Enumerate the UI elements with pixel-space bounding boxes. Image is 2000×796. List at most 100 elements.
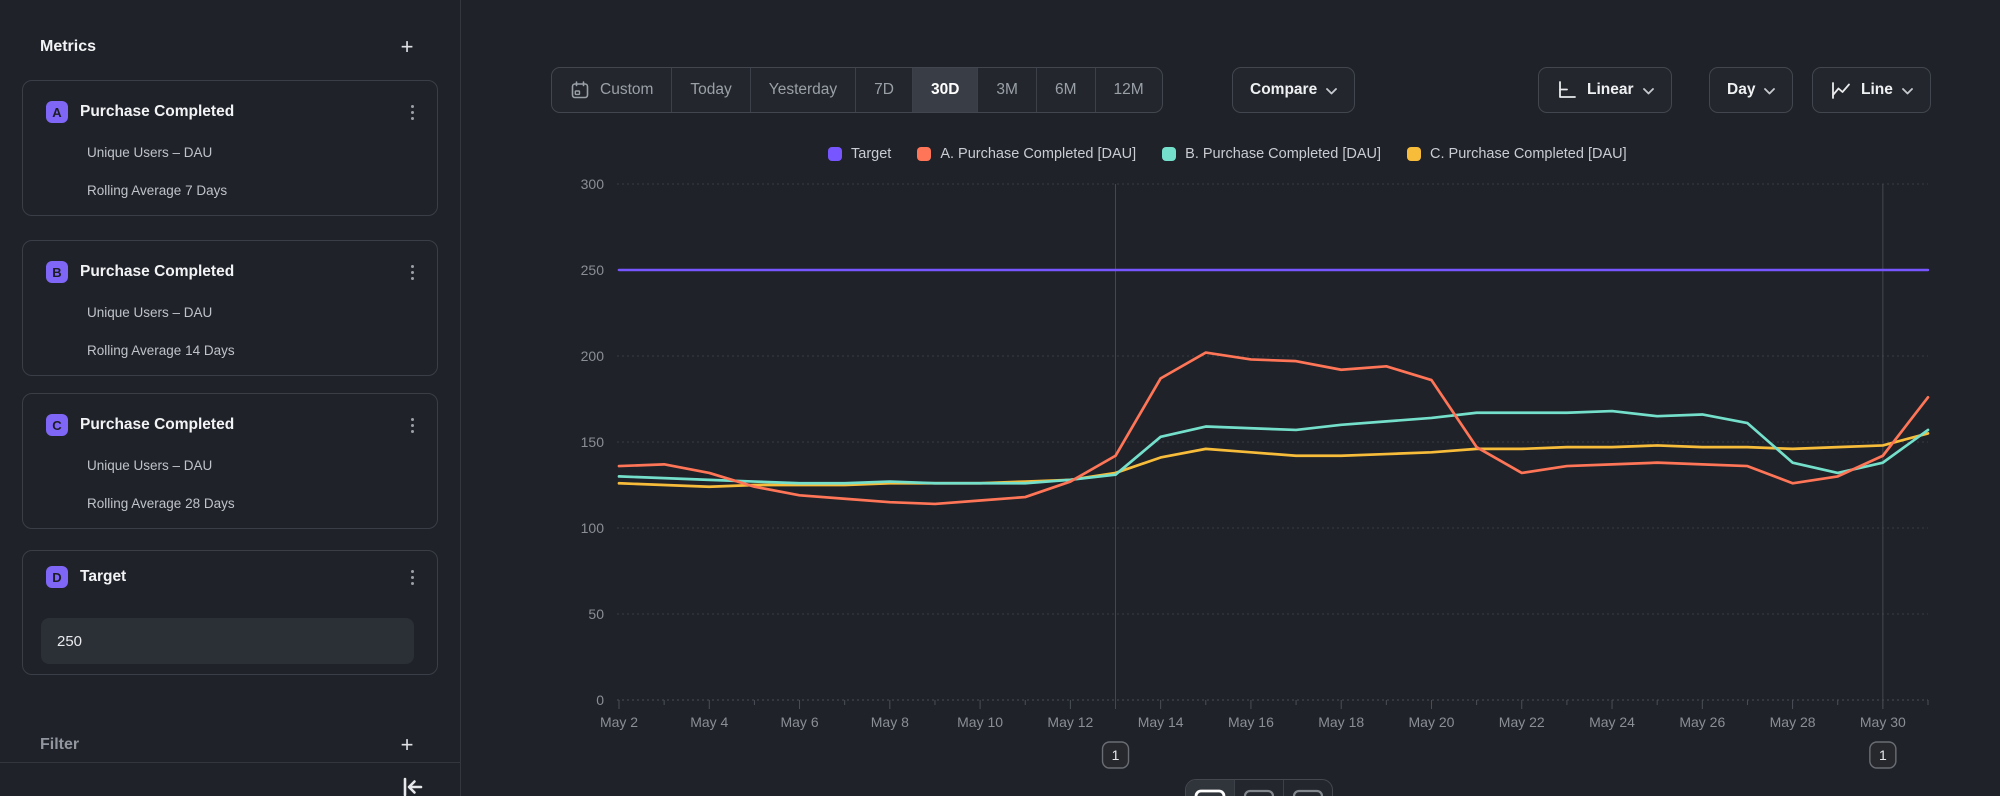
metric-card-measure: Unique Users – DAU bbox=[87, 145, 213, 160]
metric-card-rolling-average: Rolling Average 28 Days bbox=[87, 496, 235, 511]
series-line-a bbox=[617, 351, 1930, 506]
range-tab-custom[interactable]: Custom bbox=[552, 68, 673, 112]
bar-style-icon bbox=[1292, 789, 1324, 796]
target-card[interactable]: D Target bbox=[22, 550, 438, 675]
metrics-section-title: Metrics bbox=[40, 38, 97, 55]
chevron-down-icon bbox=[1901, 87, 1913, 94]
legend-swatch bbox=[1162, 147, 1177, 161]
interval-label: Day bbox=[1727, 81, 1756, 98]
legend-label: B. Purchase Completed [DAU] bbox=[1185, 146, 1381, 162]
legend-swatch bbox=[1407, 147, 1421, 161]
axis-scale-label: Linear bbox=[1587, 81, 1634, 98]
metric-card-header: A Purchase Completed bbox=[46, 101, 421, 123]
kebab-menu-icon[interactable] bbox=[403, 414, 421, 436]
legend-item[interactable]: Target bbox=[828, 146, 891, 162]
y-axis-tick-label: 150 bbox=[581, 434, 605, 450]
collapse-sidebar-icon[interactable] bbox=[398, 773, 426, 796]
annotation-badge[interactable] bbox=[1101, 741, 1130, 769]
chart-type-button[interactable]: Line bbox=[1812, 67, 1931, 113]
target-value-input[interactable] bbox=[41, 618, 414, 664]
metric-badge-d: D bbox=[46, 566, 68, 588]
legend-item[interactable]: A. Purchase Completed [DAU] bbox=[917, 146, 1136, 162]
metric-badge-c: C bbox=[46, 414, 68, 436]
range-tab-12m[interactable]: 12M bbox=[1096, 68, 1162, 112]
legend-swatch bbox=[828, 147, 842, 161]
filter-section-title: Filter bbox=[40, 736, 80, 753]
sidebar-divider bbox=[0, 762, 460, 763]
kebab-menu-icon[interactable] bbox=[403, 566, 421, 588]
kebab-menu-icon[interactable] bbox=[403, 101, 421, 123]
chart-style-switcher bbox=[1185, 779, 1333, 796]
sidebar: Metrics + A Purchase Completed Unique User… bbox=[0, 0, 461, 796]
metric-card-measure: Unique Users – DAU bbox=[87, 305, 213, 320]
x-axis-tick-label: May 20 bbox=[1409, 714, 1455, 730]
chart-style-stacked-style-segment[interactable] bbox=[1235, 780, 1284, 796]
metric-card-c[interactable]: C Purchase Completed Unique Users – DAU Rol… bbox=[22, 393, 438, 529]
legend-swatch bbox=[917, 147, 932, 161]
x-axis-tick-label: May 18 bbox=[1318, 714, 1364, 730]
y-axis-tick-label: 0 bbox=[596, 692, 604, 708]
metric-badge-b: B bbox=[46, 261, 68, 283]
legend-label: A. Purchase Completed [DAU] bbox=[940, 146, 1137, 162]
chart-style-bar-style-segment[interactable] bbox=[1284, 780, 1332, 796]
metric-card-title: Purchase Completed bbox=[80, 263, 235, 280]
x-axis-tick-label: May 6 bbox=[780, 714, 818, 730]
line-style-icon bbox=[1194, 789, 1226, 796]
line-chart-icon bbox=[1832, 82, 1850, 99]
range-tab-label: 7D bbox=[874, 81, 894, 98]
linear-axis-icon bbox=[1559, 81, 1576, 98]
interval-button[interactable]: Day bbox=[1709, 67, 1794, 113]
metric-card-measure: Unique Users – DAU bbox=[87, 458, 213, 473]
annotation-badge[interactable] bbox=[1869, 741, 1897, 769]
range-tab-label: Today bbox=[690, 81, 732, 98]
date-range-control: Custom Today Yesterday 7D 30D 3M 6M 12M bbox=[551, 67, 1163, 113]
range-tab-7d[interactable]: 7D bbox=[856, 68, 913, 112]
legend-item[interactable]: C. Purchase Completed [DAU] bbox=[1407, 146, 1627, 162]
metric-card-title: Purchase Completed bbox=[80, 416, 235, 433]
legend-item[interactable]: B. Purchase Completed [DAU] bbox=[1162, 146, 1381, 162]
series-line-b bbox=[617, 409, 1930, 485]
chevron-down-icon bbox=[1642, 87, 1654, 94]
range-tab-label: 30D bbox=[930, 81, 960, 98]
range-tab-30d[interactable]: 30D bbox=[912, 68, 979, 112]
x-axis-tick-label: May 28 bbox=[1770, 714, 1816, 730]
x-axis-tick-label: May 10 bbox=[957, 714, 1003, 730]
compare-button[interactable]: Compare bbox=[1232, 67, 1356, 113]
x-axis-tick-label: May 16 bbox=[1228, 714, 1274, 730]
kebab-menu-icon[interactable] bbox=[403, 261, 421, 283]
range-tab-6m[interactable]: 6M bbox=[1037, 68, 1096, 112]
legend-label: C. Purchase Completed [DAU] bbox=[1430, 146, 1627, 162]
x-axis-tick-label: May 8 bbox=[871, 714, 909, 730]
metric-card-title: Purchase Completed bbox=[80, 103, 235, 120]
range-tab-yesterday[interactable]: Yesterday bbox=[751, 68, 857, 112]
annotation-badge-label: 1 bbox=[1112, 747, 1120, 763]
chevron-down-icon bbox=[1764, 87, 1776, 94]
chart-style-line-style-segment[interactable] bbox=[1186, 780, 1235, 796]
x-axis-tick-label: May 2 bbox=[600, 714, 638, 730]
axis-scale-button[interactable]: Linear bbox=[1538, 67, 1672, 113]
range-tab-label: 12M bbox=[1113, 81, 1144, 98]
target-card-title: Target bbox=[80, 568, 127, 585]
x-axis-tick-label: May 14 bbox=[1138, 714, 1184, 730]
x-axis-tick-label: May 24 bbox=[1589, 714, 1635, 730]
metrics-line-chart[interactable]: 0 50 100 150 200 250 300 May 2 May 4 May 6 May 8 Ma… bbox=[560, 160, 2000, 796]
y-axis-tick-label: 200 bbox=[581, 348, 605, 364]
y-axis-tick-label: 300 bbox=[581, 176, 605, 192]
add-filter-button[interactable]: + bbox=[400, 732, 414, 757]
range-tab-label: 6M bbox=[1054, 81, 1077, 98]
add-metric-button[interactable]: + bbox=[400, 34, 414, 59]
annotation-badge-label: 1 bbox=[1879, 747, 1887, 763]
metric-card-b[interactable]: B Purchase Completed Unique Users – DAU Rol… bbox=[22, 240, 438, 376]
metric-card-header: B Purchase Completed bbox=[46, 261, 421, 283]
range-tab-label: Yesterday bbox=[768, 81, 838, 98]
x-axis-tick-label: May 22 bbox=[1499, 714, 1545, 730]
chart-type-label: Line bbox=[1861, 81, 1893, 98]
x-axis-tick-label: May 26 bbox=[1679, 714, 1725, 730]
series-line-c bbox=[617, 432, 1930, 489]
y-axis-tick-label: 100 bbox=[581, 520, 605, 536]
metric-card-a[interactable]: A Purchase Completed Unique Users – DAU Rol… bbox=[22, 80, 438, 216]
range-tab-today[interactable]: Today bbox=[672, 68, 751, 112]
x-axis-tick-label: May 4 bbox=[690, 714, 728, 730]
range-tab-3m[interactable]: 3M bbox=[978, 68, 1037, 112]
y-axis-tick-label: 50 bbox=[588, 606, 604, 622]
